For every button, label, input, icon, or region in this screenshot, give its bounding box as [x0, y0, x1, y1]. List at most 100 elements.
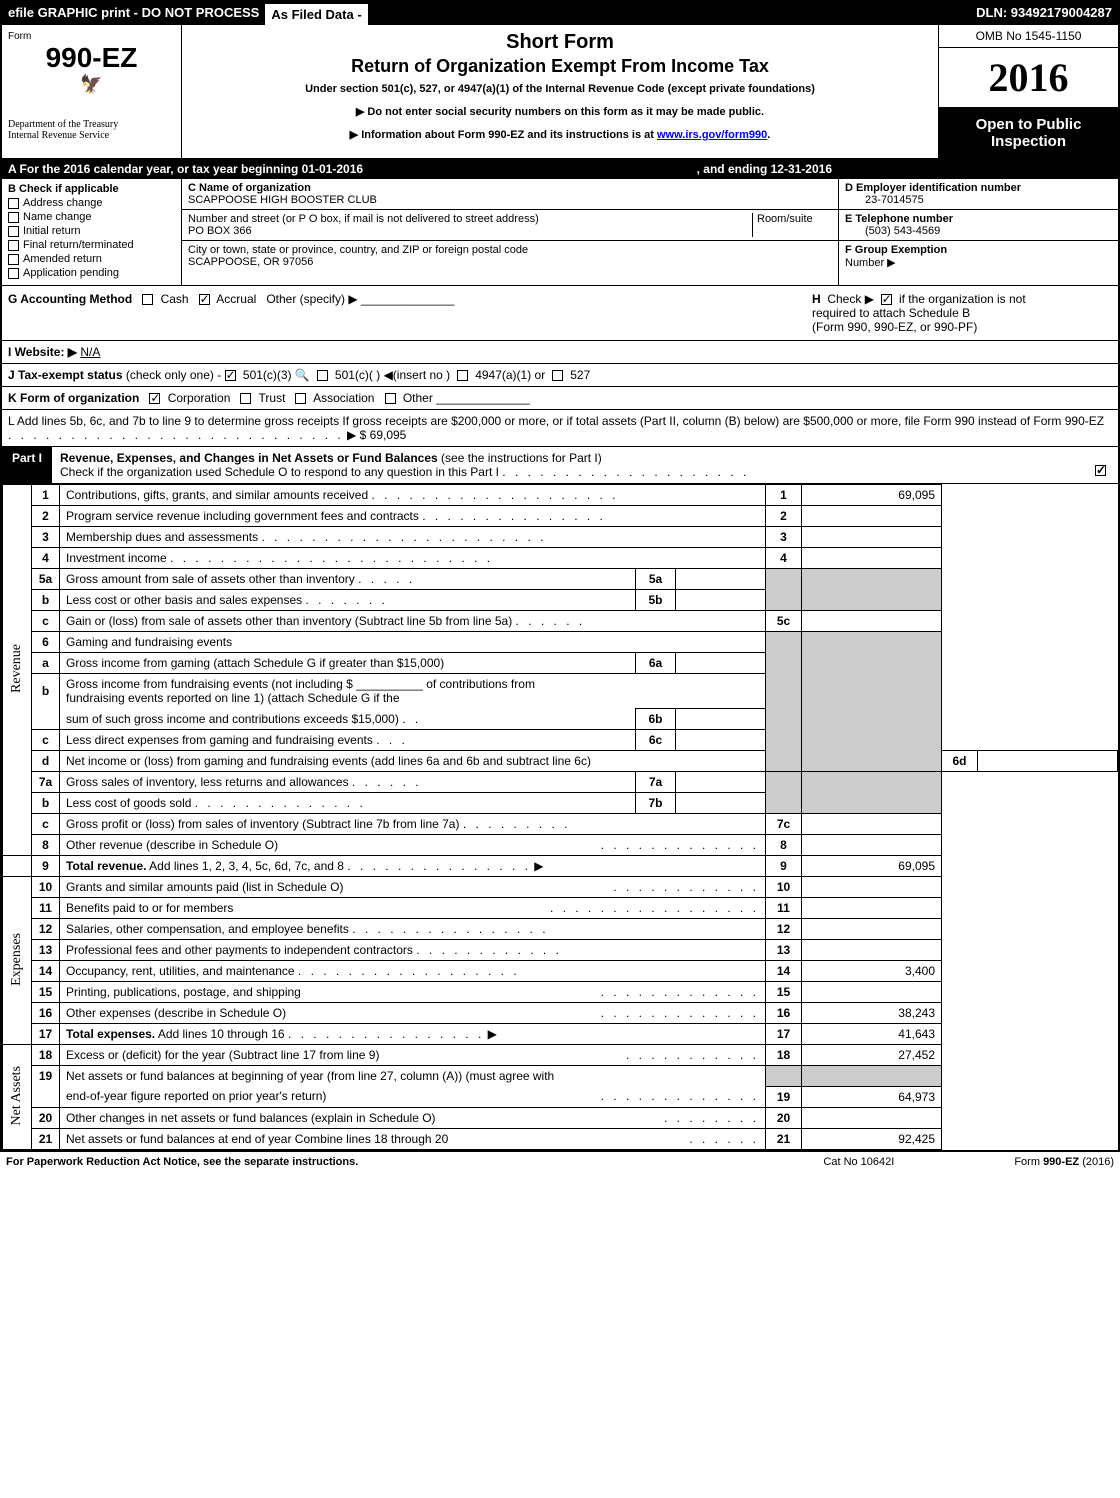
line-5c: c Gain or (loss) from sale of assets oth…	[3, 611, 1118, 632]
irs-logo-icon: 🦅	[8, 74, 175, 95]
amt-17: 41,643	[802, 1024, 942, 1045]
line-2: 2 Program service revenue including gove…	[3, 506, 1118, 527]
line-6b-1: b Gross income from fundraising events (…	[3, 674, 1118, 709]
form-number: 990-EZ	[8, 42, 175, 74]
note-ssn: ▶ Do not enter social security numbers o…	[190, 105, 930, 118]
line-12: 12 Salaries, other compensation, and emp…	[3, 919, 1118, 940]
line-3: 3 Membership dues and assessments . . . …	[3, 527, 1118, 548]
as-filed-label: As Filed Data -	[265, 2, 367, 25]
gross-receipts: 69,095	[370, 428, 407, 442]
chk-501c3[interactable]	[225, 370, 236, 381]
amt-14: 3,400	[802, 961, 942, 982]
footer-form: Form 990-EZ (2016)	[1014, 1156, 1114, 1168]
amt-19: 64,973	[802, 1086, 942, 1107]
line-6c: c Less direct expenses from gaming and f…	[3, 730, 1118, 751]
line-10: Expenses 10 Grants and similar amounts p…	[3, 877, 1118, 898]
dept-treasury: Department of the Treasury	[8, 119, 175, 130]
city-label: City or town, state or province, country…	[188, 244, 832, 256]
line-4: 4 Investment income . . . . . . . . . . …	[3, 548, 1118, 569]
info-grid: B Check if applicable Address change Nam…	[2, 179, 1118, 286]
irs-link[interactable]: www.irs.gov/form990	[657, 129, 767, 141]
chk-accrual[interactable]	[199, 294, 210, 305]
row-j: J Tax-exempt status (check only one) - 5…	[2, 364, 1118, 387]
efile-label: efile GRAPHIC print - DO NOT PROCESS	[2, 2, 265, 25]
line-11: 11 Benefits paid to or for members . . .…	[3, 898, 1118, 919]
line-9: 9 Total revenue. Add lines 1, 2, 3, 4, 5…	[3, 856, 1118, 877]
chk-final-return[interactable]: Final return/terminated	[8, 239, 175, 251]
chk-schedule-o[interactable]	[1095, 465, 1106, 476]
part1-label: Part I	[2, 447, 52, 483]
box-e-label: E Telephone number	[845, 213, 1112, 225]
row-a: A For the 2016 calendar year, or tax yea…	[2, 159, 1118, 179]
short-form-title: Short Form	[190, 31, 930, 54]
org-name: SCAPPOOSE HIGH BOOSTER CLUB	[188, 194, 832, 206]
amt-1: 69,095	[802, 485, 942, 506]
line-21: 21 Net assets or fund balances at end of…	[3, 1128, 1118, 1149]
form-page: efile GRAPHIC print - DO NOT PROCESS As …	[0, 0, 1120, 1152]
line-20: 20 Other changes in net assets or fund b…	[3, 1107, 1118, 1128]
chk-amended-return[interactable]: Amended return	[8, 253, 175, 265]
line-1: Revenue 1 Contributions, gifts, grants, …	[3, 485, 1118, 506]
line-6: 6 Gaming and fundraising events	[3, 632, 1118, 653]
line-19a: 19 Net assets or fund balances at beginn…	[3, 1066, 1118, 1087]
amt-16: 38,243	[802, 1003, 942, 1024]
dln-label: DLN: 93492179004287	[970, 2, 1118, 25]
line-18: Net Assets 18 Excess or (deficit) for th…	[3, 1045, 1118, 1066]
row-a-label: A For the 2016 calendar year, or tax yea…	[8, 162, 363, 176]
row-gh: G Accounting Method Cash Accrual Other (…	[2, 286, 1118, 341]
line-5a: 5a Gross amount from sale of assets othe…	[3, 569, 1118, 590]
chk-schedule-b[interactable]	[881, 294, 892, 305]
chk-other[interactable]	[385, 393, 396, 404]
side-revenue: Revenue	[9, 644, 25, 693]
part1-header: Part I Revenue, Expenses, and Changes in…	[2, 447, 1118, 484]
row-g: G Accounting Method Cash Accrual Other (…	[8, 292, 454, 334]
form-header: Form 990-EZ 🦅 Department of the Treasury…	[2, 25, 1118, 159]
chk-association[interactable]	[295, 393, 306, 404]
box-def: D Employer identification number 23-7014…	[838, 179, 1118, 285]
chk-4947[interactable]	[457, 370, 468, 381]
chk-name-change[interactable]: Name change	[8, 211, 175, 223]
amt-21: 92,425	[802, 1128, 942, 1149]
box-b-label: B Check if applicable	[8, 183, 175, 195]
header-right: OMB No 1545-1150 2016 Open to Public Ins…	[938, 25, 1118, 158]
box-c: C Name of organization SCAPPOOSE HIGH BO…	[182, 179, 838, 285]
row-h: H Check ▶ if the organization is not req…	[812, 292, 1112, 334]
box-b: B Check if applicable Address change Nam…	[2, 179, 182, 285]
line-16: 16 Other expenses (describe in Schedule …	[3, 1003, 1118, 1024]
chk-address-change[interactable]: Address change	[8, 197, 175, 209]
line-7c: c Gross profit or (loss) from sales of i…	[3, 814, 1118, 835]
line-5b: b Less cost or other basis and sales exp…	[3, 590, 1118, 611]
street-label: Number and street (or P O box, if mail i…	[188, 213, 539, 225]
footer-paperwork: For Paperwork Reduction Act Notice, see …	[6, 1156, 358, 1168]
note-info: ▶ Information about Form 990-EZ and its …	[190, 128, 930, 141]
chk-corporation[interactable]	[149, 393, 160, 404]
line-6a: a Gross income from gaming (attach Sched…	[3, 653, 1118, 674]
dept-irs: Internal Revenue Service	[8, 130, 175, 141]
row-i: I Website: ▶ N/A	[2, 341, 1118, 364]
line-7a: 7a Gross sales of inventory, less return…	[3, 772, 1118, 793]
box-f-number: Number ▶	[845, 257, 896, 269]
chk-application-pending[interactable]: Application pending	[8, 267, 175, 279]
chk-initial-return[interactable]: Initial return	[8, 225, 175, 237]
city-value: SCAPPOOSE, OR 97056	[188, 256, 832, 268]
header-mid: Short Form Return of Organization Exempt…	[182, 25, 938, 158]
line-7b: b Less cost of goods sold . . . . . . . …	[3, 793, 1118, 814]
chk-527[interactable]	[552, 370, 563, 381]
box-f-label: F Group Exemption	[845, 244, 947, 256]
chk-501c[interactable]	[317, 370, 328, 381]
chk-trust[interactable]	[240, 393, 251, 404]
form-prefix: Form	[8, 31, 175, 42]
row-l: L Add lines 5b, 6c, and 7b to line 9 to …	[2, 410, 1118, 447]
line-6d: d Net income or (loss) from gaming and f…	[3, 751, 1118, 772]
line-15: 15 Printing, publications, postage, and …	[3, 982, 1118, 1003]
page-footer: For Paperwork Reduction Act Notice, see …	[0, 1152, 1120, 1172]
line-6b-2: sum of such gross income and contributio…	[3, 709, 1118, 730]
row-k: K Form of organization Corporation Trust…	[2, 387, 1118, 410]
phone-value: (503) 543-4569	[845, 225, 1112, 237]
chk-cash[interactable]	[142, 294, 153, 305]
line-8: 8 Other revenue (describe in Schedule O)…	[3, 835, 1118, 856]
website-value: N/A	[80, 345, 100, 359]
open-to-public: Open to Public Inspection	[939, 108, 1118, 158]
ein-value: 23-7014575	[845, 194, 1112, 206]
box-c-label: C Name of organization	[188, 182, 832, 194]
